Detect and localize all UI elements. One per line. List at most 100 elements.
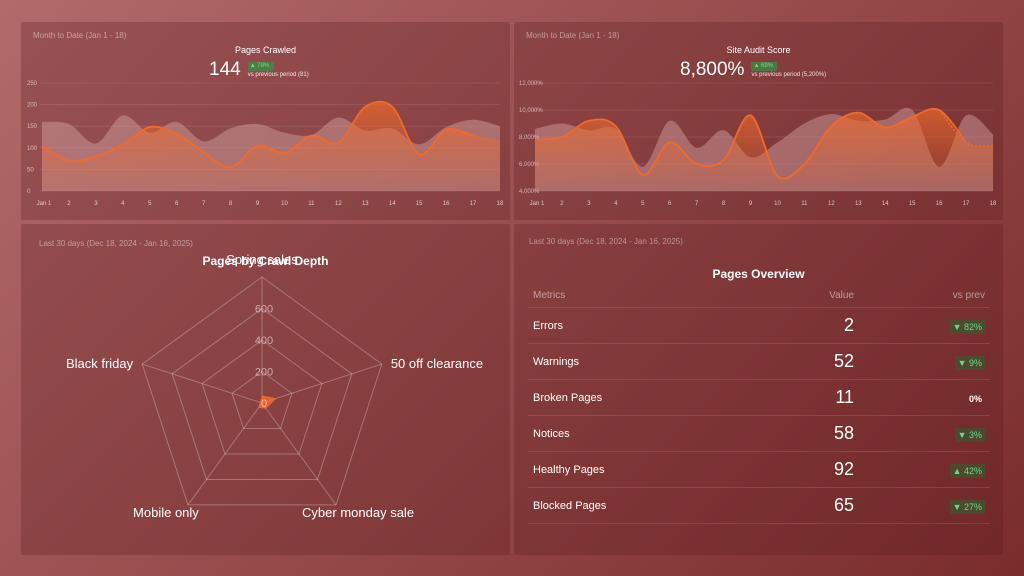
metric-name: Notices: [533, 427, 570, 440]
x-tick-label: 15: [416, 201, 423, 207]
x-tick-label: 13: [362, 201, 369, 207]
metric-value: 11: [835, 387, 854, 407]
current-period-line: [41, 100, 474, 169]
current-period-area: [42, 101, 500, 191]
change-badge: ▲ 69%: [751, 62, 778, 71]
metric-name: Warnings: [533, 355, 580, 368]
period-label: Last 30 days (Dec 18, 2024 - Jan 16, 202…: [529, 237, 683, 246]
category-label: Cyber monday sale: [302, 505, 414, 520]
y-tick-label: 150: [27, 124, 38, 130]
table-header: Metrics Value vs prev: [528, 284, 990, 308]
x-tick-label: 5: [641, 201, 645, 207]
x-tick-label: 6: [175, 201, 179, 207]
radar-grid-ring: [231, 370, 293, 429]
metric-name: Healthy Pages: [533, 463, 605, 476]
kpi-block: 8,800% ▲ 69% vs previous period (5,200%): [680, 59, 826, 81]
y-tick-label: 0: [27, 189, 31, 195]
pages-overview-table: Metrics Value vs prev Errors 2 ▼ 82% War…: [528, 284, 990, 524]
x-tick-label: 9: [256, 201, 260, 207]
x-tick-label: 15: [909, 201, 916, 207]
category-label: Mobile only: [133, 505, 199, 520]
x-tick-label: Jan 1: [530, 201, 545, 207]
current-period-line: [534, 107, 967, 180]
change-badge: ▲ 42%: [949, 463, 985, 478]
metric-name: Errors: [533, 319, 563, 332]
change-badge: ▼ 3%: [954, 427, 985, 442]
y-tick-label: 4,000%: [519, 189, 540, 195]
x-tick-label: 14: [389, 201, 396, 207]
table-title: Pages Overview: [712, 267, 805, 281]
radar-axis: [187, 402, 263, 506]
kpi-block: 144 ▲ 78% vs previous period (81): [209, 59, 309, 81]
x-tick-label: 18: [497, 201, 504, 207]
table-row: Broken Pages 11 0%: [528, 380, 990, 416]
chart-title: Pages Crawled: [234, 45, 297, 55]
change-badge: ▼ 27%: [949, 499, 985, 514]
metric-name: Broken Pages: [533, 391, 603, 404]
crawl-depth-radar-chart: 0 200 400 600 Spring sales 50 off clearance Cy…: [66, 252, 483, 520]
header-vs-prev[interactable]: vs prev: [952, 290, 985, 301]
kpi-value: 144: [209, 59, 241, 80]
current-period-area: [535, 108, 993, 191]
x-tick-label: 8: [722, 201, 726, 207]
period-label: Last 30 days (Dec 18, 2024 - Jan 16, 202…: [39, 239, 193, 248]
table-row: Notices 58 ▼ 3%: [528, 416, 990, 452]
x-tick-label: Jan 1: [37, 201, 52, 207]
metric-value: 65: [833, 495, 854, 515]
crawl-depth-panel: Last 30 days (Dec 18, 2024 - Jan 16, 202…: [21, 224, 510, 555]
x-tick-label: 3: [94, 201, 98, 207]
category-label: Spring sales: [226, 252, 298, 267]
change-badge: ▼ 9%: [954, 355, 985, 370]
radar-grid-ring: [141, 276, 383, 506]
x-tick-label: 4: [121, 201, 125, 207]
x-tick-label: 17: [963, 201, 970, 207]
radar-axis: [142, 363, 263, 404]
header-metrics[interactable]: Metrics: [533, 290, 566, 301]
x-tick-label: 13: [855, 201, 862, 207]
radial-tick-label: 200: [255, 367, 273, 379]
x-tick-label: 17: [470, 201, 477, 207]
category-label: Black friday: [66, 356, 134, 371]
x-tick-label: 12: [828, 201, 835, 207]
x-tick-label: 16: [936, 201, 943, 207]
y-tick-label: 250: [27, 81, 38, 87]
x-tick-label: 2: [67, 201, 71, 207]
pages-overview-panel: Last 30 days (Dec 18, 2024 - Jan 16, 202…: [514, 224, 1003, 555]
pages-crawled-panel: Month to Date (Jan 1 - 18) Pages Crawled…: [21, 22, 510, 220]
table-row: Healthy Pages 92 ▲ 42%: [528, 452, 990, 488]
x-tick-label: 9: [749, 201, 753, 207]
radar-axis: [261, 402, 337, 506]
x-tick-label: 6: [668, 201, 672, 207]
x-tick-label: 3: [587, 201, 591, 207]
y-tick-label: 6,000%: [519, 162, 540, 168]
table-row: Blocked Pages 65 ▼ 27%: [528, 488, 990, 524]
x-tick-label: 5: [148, 201, 152, 207]
radial-tick-label: 600: [255, 304, 273, 316]
radar-data-area: [258, 395, 277, 409]
x-tick-label: 7: [695, 201, 699, 207]
x-tick-label: 14: [882, 201, 889, 207]
change-badge: ▼ 82%: [949, 319, 985, 334]
y-tick-label: 12,000%: [519, 81, 543, 87]
change-badge: ▲ 78%: [247, 62, 274, 71]
site-audit-score-chart: 4,000% 6,000% 8,000% 10,000% 12,000% Jan 1 2 3 4…: [519, 81, 997, 207]
x-tick-label: 11: [308, 201, 315, 207]
radial-tick-label: 400: [255, 335, 273, 347]
metric-value: 92: [833, 459, 854, 479]
x-tick-label: 11: [801, 201, 808, 207]
radar-grid-ring: [201, 339, 323, 455]
x-tick-label: 2: [560, 201, 564, 207]
site-audit-score-panel: Month to Date (Jan 1 - 18) Site Audit Sc…: [514, 22, 1003, 220]
x-tick-label: 8: [229, 201, 233, 207]
y-tick-label: 10,000%: [519, 108, 543, 114]
previous-period-label: vs previous period (5,200%): [751, 72, 827, 78]
x-tick-label: 18: [990, 201, 997, 207]
header-value[interactable]: Value: [829, 290, 854, 301]
x-tick-label: 10: [774, 201, 781, 207]
metric-value: 2: [843, 315, 854, 335]
metric-value: 58: [833, 423, 854, 443]
x-tick-label: 16: [443, 201, 450, 207]
y-tick-label: 50: [27, 167, 34, 173]
kpi-value: 8,800%: [680, 59, 745, 80]
table-row: Errors 2 ▼ 82%: [528, 308, 990, 344]
